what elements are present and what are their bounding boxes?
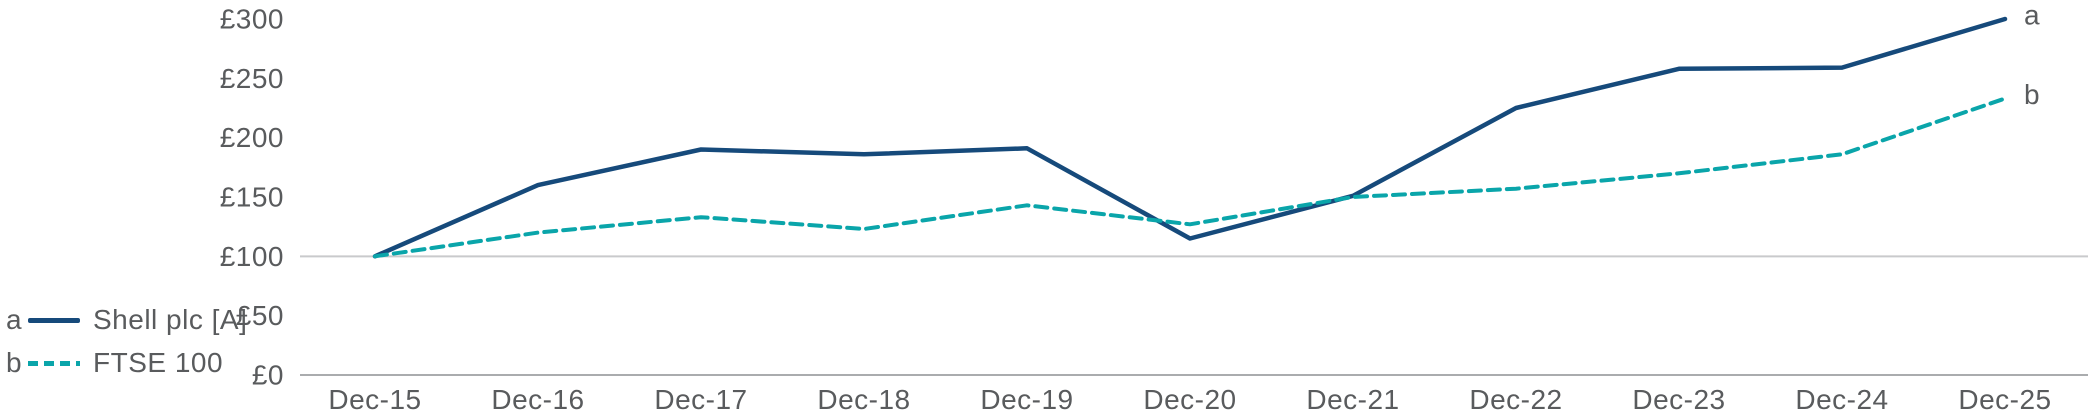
legend-label-ftse: FTSE 100 [93, 347, 224, 378]
x-tick-label: Dec-19 [980, 384, 1073, 415]
legend-label-shell: Shell plc [A] [93, 304, 248, 335]
y-tick-label: £50 [236, 300, 284, 331]
y-tick-label: £0 [252, 360, 284, 391]
x-tick-label: Dec-23 [1632, 384, 1725, 415]
series-end-letter-b: b [2024, 79, 2040, 110]
x-tick-label: Dec-21 [1306, 384, 1399, 415]
legend-letter-b: b [6, 347, 22, 378]
x-tick-label: Dec-25 [1958, 384, 2051, 415]
x-tick-label: Dec-16 [491, 384, 584, 415]
series-line-b [373, 96, 2007, 259]
legend-item-ftse: b FTSE 100 [6, 346, 247, 380]
y-tick-label: £150 [220, 181, 284, 212]
x-tick-label: Dec-20 [1143, 384, 1236, 415]
legend-item-shell: a Shell plc [A] [6, 303, 247, 337]
x-tick-label: Dec-18 [817, 384, 910, 415]
legend-swatch-solid-line-icon [28, 317, 80, 323]
x-tick-label: Dec-22 [1469, 384, 1562, 415]
legend-swatch-dashed-line-icon [28, 360, 80, 366]
legend-letter-a: a [6, 304, 22, 335]
x-tick-label: Dec-24 [1795, 384, 1888, 415]
legend: a Shell plc [A] b FTSE 100 [6, 303, 247, 380]
y-tick-label: £250 [220, 63, 284, 94]
y-tick-label: £100 [220, 241, 284, 272]
series-line-a [372, 16, 2008, 259]
series-end-letter-a: a [2024, 0, 2040, 30]
x-tick-label: Dec-15 [328, 384, 421, 415]
y-tick-label: £200 [220, 122, 284, 153]
y-tick-label: £300 [220, 3, 284, 34]
x-tick-label: Dec-17 [654, 384, 747, 415]
